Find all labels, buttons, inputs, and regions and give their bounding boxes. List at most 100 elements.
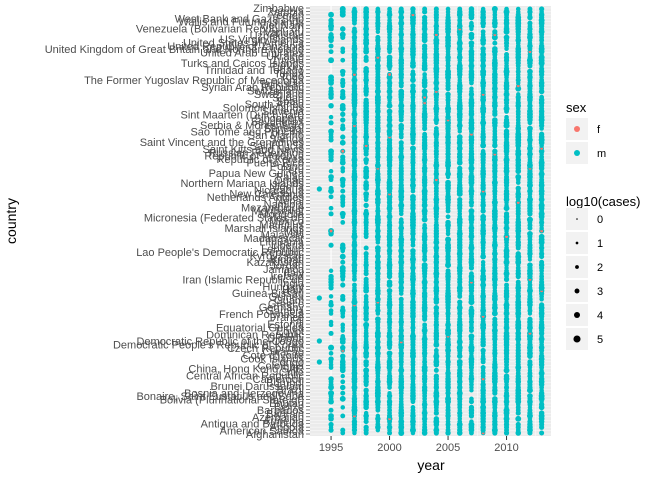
data-point [515, 415, 522, 422]
data-point [516, 201, 520, 204]
data-point [422, 72, 427, 77]
y-tick-label: Swaziland [254, 89, 304, 101]
x-tick-label: 2000 [377, 442, 401, 454]
data-point [340, 123, 346, 128]
data-point [375, 316, 381, 323]
y-tick-label: Curacao [262, 347, 304, 359]
y-tick-label: Iran (Islamic Republic of) [182, 274, 304, 286]
size-legend-key [575, 265, 579, 269]
data-point [445, 6, 451, 12]
data-point [339, 31, 346, 38]
y-tick-label: Senegal [264, 123, 304, 135]
data-point [363, 251, 369, 257]
x-tick-label: 2010 [494, 442, 518, 454]
data-point [445, 179, 451, 186]
y-tick-label: Democratic People's Republic of Korea [113, 340, 305, 352]
data-point [363, 54, 369, 60]
data-point [445, 236, 452, 243]
data-point [422, 222, 427, 228]
data-point [328, 242, 334, 248]
data-point [340, 88, 346, 95]
data-point [328, 390, 335, 397]
data-point [328, 128, 334, 135]
data-point [410, 405, 416, 410]
y-tick-label: Poland [270, 161, 304, 173]
size-legend-key [573, 335, 581, 343]
size-legend-label: 0 [597, 214, 603, 226]
data-point [363, 6, 369, 12]
data-point [328, 421, 334, 428]
y-tick-label: Marshall Islands [225, 223, 305, 235]
y-tick-label: Peru [281, 164, 304, 176]
data-point [375, 34, 381, 40]
data-point [410, 248, 416, 254]
y-tick-label: Namibia [264, 199, 305, 211]
data-point [339, 210, 346, 217]
data-point [328, 356, 334, 362]
y-tick-label: Wallis and Futuna Islands [178, 17, 304, 29]
y-tick-label: Burundi [266, 377, 304, 389]
data-point [433, 416, 440, 422]
data-point [363, 321, 370, 328]
data-point [515, 173, 522, 180]
data-point [491, 6, 498, 12]
data-point [340, 405, 346, 410]
data-point [503, 34, 510, 41]
y-tick-label: Netherlands Antilles [207, 192, 305, 204]
data-point [328, 185, 334, 191]
data-point [469, 305, 474, 311]
data-point [492, 117, 498, 123]
data-point [386, 350, 393, 357]
y-tick-label: Venezuela (Bolivarian Republic of) [136, 24, 304, 36]
data-point [539, 6, 545, 12]
data-point [492, 46, 498, 52]
y-tick-label: Montserrat [251, 206, 304, 218]
data-point [505, 235, 508, 239]
data-point [469, 20, 474, 26]
data-point [445, 91, 451, 98]
y-tick-label: Kazakhstan [247, 257, 304, 269]
data-point [363, 156, 369, 163]
data-point [387, 390, 392, 396]
data-point [433, 373, 439, 379]
data-point [398, 296, 404, 302]
y-tick-label: Viet Nam [259, 20, 304, 32]
data-point [540, 229, 544, 233]
data-point [328, 32, 334, 38]
data-point [515, 6, 521, 12]
data-point [340, 390, 346, 396]
data-point [363, 97, 369, 103]
x-axis-title: year [417, 457, 445, 473]
data-point [328, 49, 334, 55]
y-tick-label: Fiji [290, 316, 304, 328]
data-point [480, 365, 486, 371]
data-point [421, 43, 428, 49]
data-point [328, 11, 334, 18]
data-point [515, 279, 521, 285]
y-tick-label: Saint Lucia [250, 140, 305, 152]
y-tick-label: Estonia [267, 319, 305, 331]
data-point [340, 344, 346, 351]
data-point [504, 114, 509, 120]
data-point [340, 293, 346, 299]
y-tick-label: Zambia [267, 6, 305, 18]
y-tick-label: Ukraine [266, 51, 304, 63]
y-tick-label: Central African Republic [186, 371, 305, 383]
data-point [328, 350, 334, 356]
data-point [503, 373, 510, 379]
y-tick-label: Saint Vincent and the Grenadines [140, 137, 305, 149]
data-point [527, 230, 533, 237]
data-point [492, 396, 498, 402]
y-tick-label: Equatorial Guinea [216, 323, 305, 335]
data-point [492, 40, 498, 46]
data-point [469, 86, 474, 91]
data-point [410, 83, 416, 89]
data-point [328, 376, 334, 382]
y-tick-label: Saint Kitts and Nevis [203, 144, 305, 156]
data-point [328, 103, 334, 109]
data-point [340, 413, 346, 419]
size-legend-label: 3 [597, 286, 603, 298]
data-points [316, 6, 545, 436]
y-tick-label: Palau [276, 171, 304, 183]
data-point [328, 330, 334, 336]
